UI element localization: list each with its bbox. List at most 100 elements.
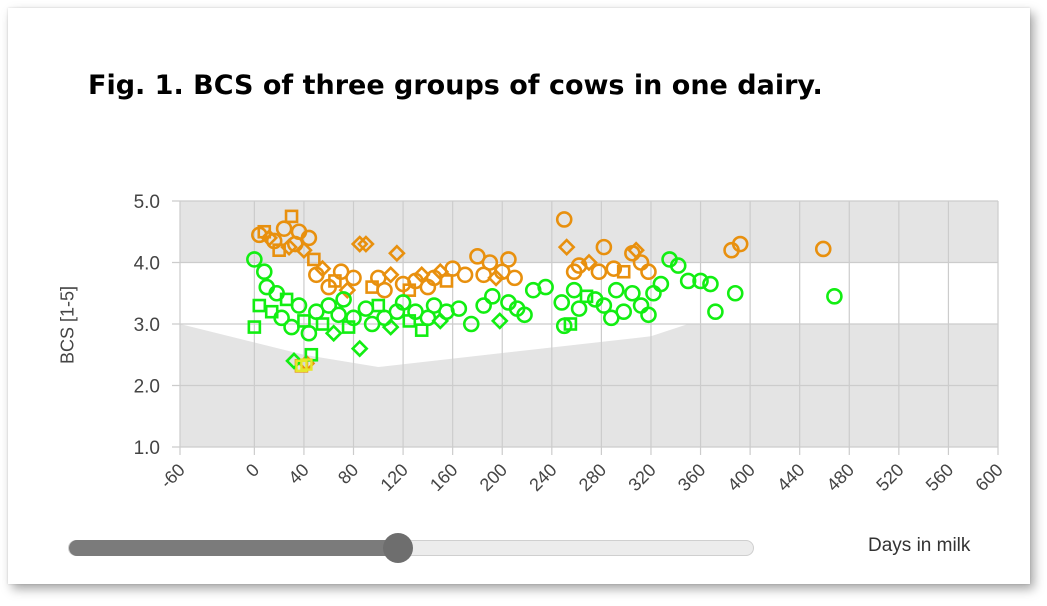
data-point [484, 288, 501, 305]
x-tick-label: 80 [334, 460, 362, 488]
data-point [652, 275, 670, 293]
days-slider-track[interactable] [68, 533, 754, 563]
data-point [273, 309, 290, 327]
data-point [338, 281, 357, 300]
x-tick-label: 320 [624, 460, 659, 495]
data-point [624, 284, 641, 302]
data-point [307, 252, 321, 267]
x-tick-label: 240 [525, 460, 560, 495]
x-tick-label: -60 [156, 460, 189, 493]
data-point [580, 253, 598, 272]
data-point [371, 298, 386, 313]
days-slider-thumb[interactable] [383, 533, 414, 563]
data-point [679, 272, 697, 290]
x-tick-label: 280 [575, 460, 610, 495]
x-tick-label: 560 [922, 460, 957, 495]
data-point [570, 300, 588, 317]
data-point [388, 244, 406, 263]
data-point [615, 303, 633, 321]
data-point [324, 324, 343, 343]
data-point [555, 211, 573, 228]
data-point [297, 314, 311, 328]
data-point [826, 288, 843, 305]
x-tick-label: 600 [971, 460, 1006, 495]
data-point [320, 297, 338, 314]
data-point [300, 324, 318, 342]
data-point [640, 263, 657, 281]
data-point [707, 303, 724, 321]
days-slider-fill [69, 540, 399, 556]
data-point [563, 317, 578, 331]
x-tick-label: 200 [476, 460, 511, 495]
data-point [381, 265, 400, 284]
data-point [300, 358, 313, 371]
data-point [487, 269, 505, 287]
data-point [553, 294, 571, 311]
y-tick-label: 3.0 [134, 315, 160, 336]
target-band [180, 262, 998, 368]
data-point [252, 298, 267, 313]
data-point [506, 269, 523, 287]
data-point [702, 275, 719, 293]
data-point [247, 320, 262, 334]
data-point [381, 318, 400, 336]
data-point [394, 294, 412, 311]
data-point [814, 240, 832, 258]
data-point [557, 238, 576, 256]
data-point [669, 257, 687, 274]
y-tick-label: 1.0 [134, 438, 160, 459]
data-point [255, 263, 273, 281]
data-point [357, 235, 375, 253]
data-point [450, 300, 468, 317]
data-point [462, 315, 480, 333]
data-point [537, 278, 554, 296]
data-point [516, 306, 533, 324]
data-point [607, 281, 625, 299]
data-point [290, 297, 308, 314]
data-point [439, 274, 454, 288]
data-point [330, 306, 347, 324]
x-tick-label: 160 [426, 460, 461, 495]
data-point [731, 235, 749, 253]
data-point [595, 297, 613, 314]
data-point [315, 317, 330, 331]
data-point [640, 306, 657, 324]
data-point [350, 339, 369, 358]
data-point [313, 259, 332, 278]
y-tick-label: 2.0 [134, 377, 160, 398]
data-point [279, 292, 294, 307]
data-point [300, 229, 318, 247]
data-point [246, 251, 263, 268]
data-point [595, 238, 613, 256]
data-point [481, 254, 499, 271]
x-tick-label: 360 [674, 460, 709, 495]
data-point [590, 263, 608, 281]
x-axis-label: Days in milk [868, 535, 971, 556]
y-tick-label: 4.0 [134, 254, 160, 275]
data-point [280, 238, 298, 256]
data-point [275, 220, 293, 237]
data-point [414, 323, 429, 337]
data-point [490, 312, 509, 330]
data-point [726, 284, 744, 302]
data-point [579, 289, 594, 304]
data-point [692, 272, 709, 290]
y-axis-label: BCS [1-5] [57, 285, 78, 365]
x-tick-label: 440 [773, 460, 808, 495]
x-tick-label: 40 [284, 460, 312, 488]
data-point [295, 241, 313, 260]
data-point [284, 209, 299, 224]
data-point [285, 352, 303, 370]
data-point [500, 251, 517, 268]
x-tick-label: 120 [377, 460, 412, 495]
data-point [616, 264, 631, 279]
x-tick-label: 520 [872, 460, 907, 495]
y-tick-label: 5.0 [134, 192, 160, 213]
data-point [456, 266, 474, 284]
data-point [475, 297, 492, 314]
data-point [376, 281, 393, 299]
data-point [350, 235, 369, 253]
x-tick-label: 400 [724, 460, 759, 495]
data-point [335, 291, 352, 308]
